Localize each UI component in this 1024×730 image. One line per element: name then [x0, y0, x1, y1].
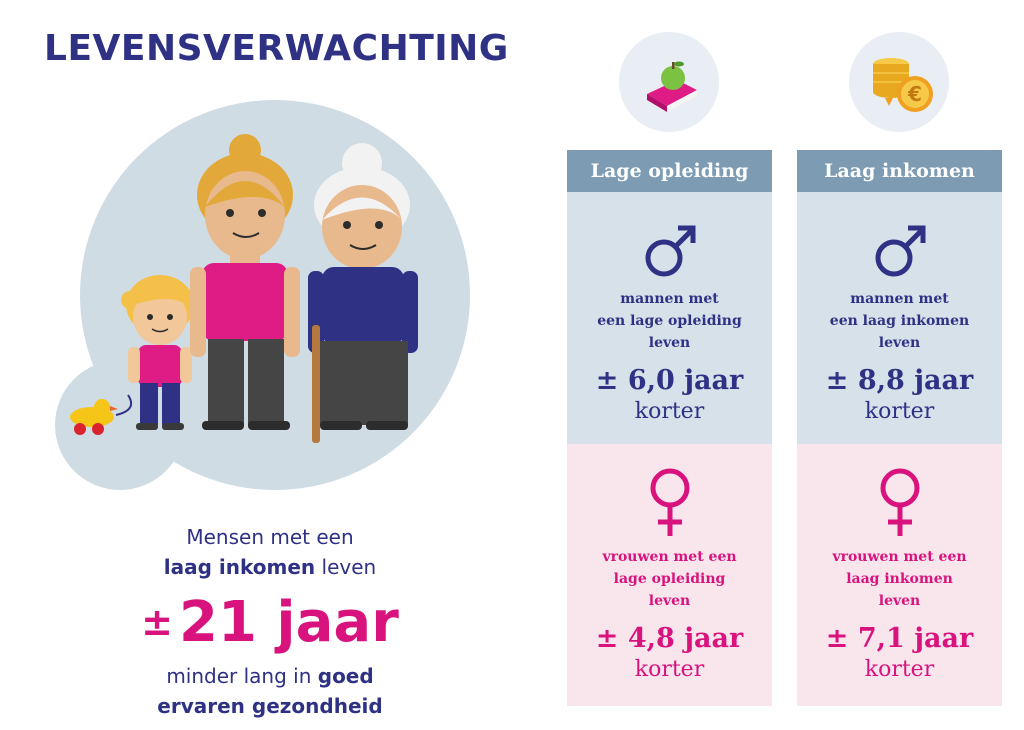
women-value: ± 4,8 jaar [595, 623, 744, 654]
stat-line-1: Mensen met een [186, 525, 354, 549]
men-desc-line-1: mannen met [850, 291, 949, 307]
women-panel: vrouwen met een laag inkomen leven ± 7,1… [797, 444, 1002, 706]
men-desc-line-2: een laag inkomen [829, 313, 970, 329]
men-value: ± 6,0 jaar [595, 365, 744, 396]
women-desc-line-3: leven [648, 593, 691, 609]
women-desc-line-1: vrouwen met een [832, 549, 967, 565]
men-desc-line-3: leven [648, 335, 691, 351]
women-desc-line-2: lage opleiding [613, 571, 726, 587]
stat-line-4: ervaren gezondheid [157, 694, 383, 718]
stat-line-3: minder lang in goed [60, 661, 480, 691]
plusminus: ± [141, 600, 173, 644]
stat-line-2-bold: laag inkomen [163, 555, 316, 579]
female-symbol-icon [650, 468, 689, 536]
women-desc-line-1: vrouwen met een [602, 549, 737, 565]
column-laag-inkomen: Laag inkomen mannen met een laag inkomen… [797, 150, 1002, 706]
men-suffix: korter [634, 399, 705, 424]
women-panel: vrouwen met een lage opleiding leven ± 4… [567, 444, 772, 706]
men-desc-line-1: mannen met [620, 291, 719, 307]
column-header: Laag inkomen [797, 150, 1002, 192]
stat-line-2-rest: leven [315, 555, 377, 579]
women-desc-line-2: laag inkomen [846, 571, 953, 587]
grandmother-figure [308, 143, 418, 443]
men-desc-line-2: een lage opleiding [597, 313, 742, 329]
women-suffix: korter [634, 657, 705, 682]
toy-duck [70, 394, 132, 435]
women-desc-line-3: leven [878, 593, 921, 609]
coins-euro-icon: € [849, 32, 949, 132]
male-symbol-icon [645, 225, 695, 277]
family-illustration [55, 100, 470, 490]
men-desc-line-3: leven [878, 335, 921, 351]
stat-line-3-bold: goed [317, 664, 374, 688]
svg-text:€: € [907, 82, 922, 106]
women-suffix: korter [864, 657, 935, 682]
men-value: ± 8,8 jaar [825, 365, 974, 396]
stat-line-2: laag inkomen leven [60, 552, 480, 582]
column-header: Lage opleiding [567, 150, 772, 192]
stat-value-text: 21 jaar [179, 590, 399, 655]
income-health-stat: Mensen met een laag inkomen leven ±21 ja… [60, 522, 480, 721]
stat-value: ±21 jaar [60, 586, 480, 659]
mother-figure [190, 134, 300, 430]
men-panel: mannen met een laag inkomen leven ± 8,8 … [797, 192, 1002, 444]
men-suffix: korter [864, 399, 935, 424]
female-symbol-icon [880, 468, 919, 536]
child-figure [121, 275, 199, 430]
column-lage-opleiding: Lage opleiding mannen met een lage oplei… [567, 150, 772, 706]
book-apple-icon [619, 32, 719, 132]
stat-line-3-rest: minder lang in [166, 664, 318, 688]
page-title: LEVENSVERWACHTING [44, 28, 509, 69]
women-value: ± 7,1 jaar [825, 623, 974, 654]
men-panel: mannen met een lage opleiding leven ± 6,… [567, 192, 772, 444]
male-symbol-icon [875, 225, 925, 277]
